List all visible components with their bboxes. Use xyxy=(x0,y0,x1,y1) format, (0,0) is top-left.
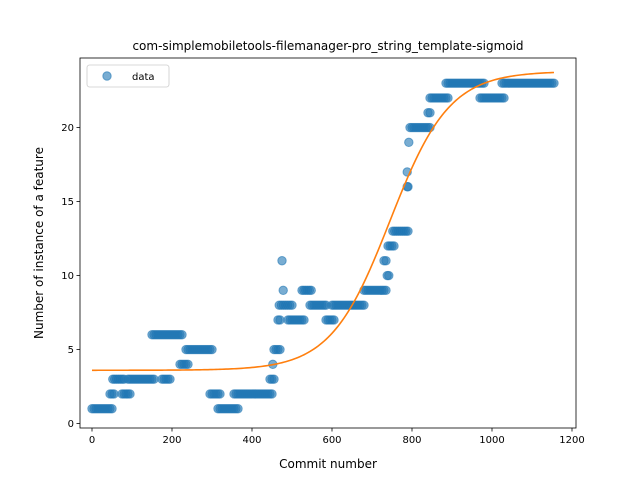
data-point xyxy=(269,374,279,384)
x-tick-label: 0 xyxy=(89,435,95,446)
y-tick-label: 0 xyxy=(68,419,74,430)
data-point xyxy=(381,256,391,266)
data-point xyxy=(499,93,509,103)
data-point xyxy=(389,241,399,251)
y-tick-label: 5 xyxy=(68,345,74,356)
data-point xyxy=(329,315,339,325)
y-tick-label: 10 xyxy=(61,271,74,282)
x-tick-label: 1000 xyxy=(479,435,504,446)
data-point xyxy=(299,315,309,325)
x-tick-label: 400 xyxy=(242,435,261,446)
data-point xyxy=(107,404,117,414)
data-point xyxy=(425,108,435,118)
chart-title: com-simplemobiletools-filemanager-pro_st… xyxy=(132,39,523,53)
data-point xyxy=(149,374,159,384)
data-point xyxy=(404,137,414,148)
y-tick-label: 15 xyxy=(61,197,74,208)
data-point xyxy=(384,270,394,281)
x-tick-label: 800 xyxy=(402,435,421,446)
data-point xyxy=(125,389,135,399)
data-point xyxy=(267,389,277,399)
legend-box xyxy=(86,64,170,88)
data-point xyxy=(165,374,175,384)
data-point xyxy=(287,300,297,310)
data-point xyxy=(381,285,391,296)
data-point xyxy=(183,359,193,370)
data-point xyxy=(215,389,225,399)
data-point xyxy=(277,256,287,266)
fit-line xyxy=(92,71,555,372)
data-points xyxy=(87,78,559,414)
y-axis: 0 5 10 15 20 xyxy=(61,123,80,430)
data-point xyxy=(403,226,413,236)
data-point xyxy=(278,285,288,296)
data-point xyxy=(233,404,243,414)
data-point xyxy=(207,344,217,355)
data-point xyxy=(275,344,285,355)
legend-label: data xyxy=(132,72,155,83)
legend: data xyxy=(86,64,170,88)
plot-frame xyxy=(79,57,577,429)
plot-area xyxy=(79,57,577,429)
x-tick-label: 600 xyxy=(322,435,341,446)
data-point xyxy=(275,315,285,325)
data-point xyxy=(306,285,316,296)
x-axis-title: Commit number xyxy=(279,457,377,471)
legend-marker xyxy=(102,71,112,81)
data-point xyxy=(549,78,559,88)
y-tick-label: 20 xyxy=(61,123,74,134)
x-tick-label: 200 xyxy=(162,435,181,446)
data-point xyxy=(109,389,119,399)
x-axis: 0 200 400 600 800 1000 1200 xyxy=(89,428,585,446)
data-point xyxy=(359,300,369,310)
data-point xyxy=(443,93,453,103)
y-axis-title: Number of instance of a feature xyxy=(32,147,46,339)
data-point xyxy=(177,330,187,340)
x-tick-label: 1200 xyxy=(559,435,584,446)
